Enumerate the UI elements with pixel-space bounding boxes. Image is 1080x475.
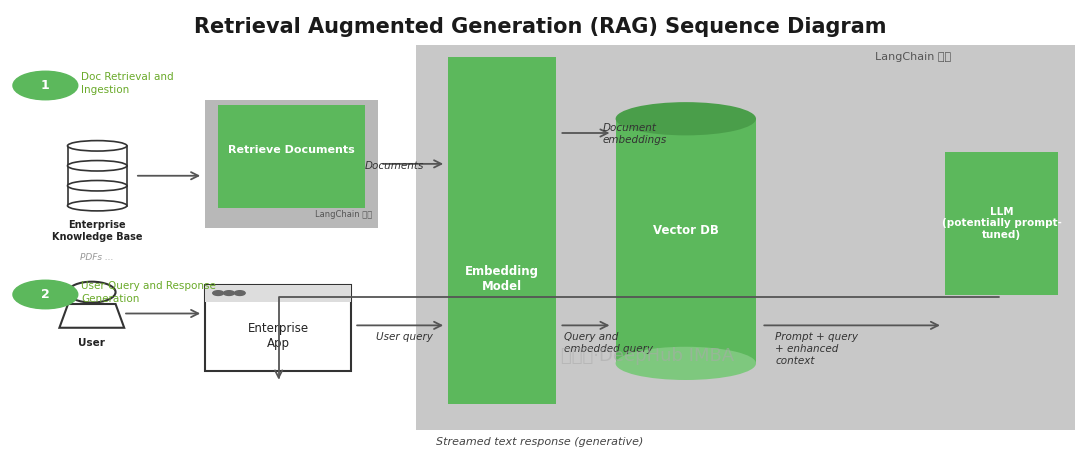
FancyBboxPatch shape	[205, 285, 351, 370]
Ellipse shape	[67, 161, 127, 171]
Text: PDFs ...: PDFs ...	[80, 253, 114, 262]
Text: Enterprise
App: Enterprise App	[247, 322, 309, 350]
Text: User: User	[79, 338, 105, 348]
Text: Enterprise
Knowledge Base: Enterprise Knowledge Base	[52, 220, 143, 241]
Circle shape	[234, 291, 245, 295]
Polygon shape	[616, 119, 756, 363]
FancyBboxPatch shape	[448, 57, 556, 404]
Text: Doc Retrieval and
Ingestion: Doc Retrieval and Ingestion	[81, 72, 174, 95]
Ellipse shape	[67, 141, 127, 151]
Text: Vector DB: Vector DB	[653, 224, 718, 237]
FancyBboxPatch shape	[205, 100, 378, 228]
Ellipse shape	[616, 102, 756, 135]
Text: Retrieval Augmented Generation (RAG) Sequence Diagram: Retrieval Augmented Generation (RAG) Seq…	[193, 17, 887, 37]
Polygon shape	[67, 146, 127, 166]
Text: 公众号·DeepHub IMBA: 公众号·DeepHub IMBA	[562, 347, 734, 365]
Text: LLM
(potentially prompt-
tuned): LLM (potentially prompt- tuned)	[942, 207, 1062, 240]
Circle shape	[224, 291, 234, 295]
Polygon shape	[67, 166, 127, 186]
FancyBboxPatch shape	[416, 45, 1075, 430]
Text: Query and
embedded query: Query and embedded query	[564, 332, 652, 354]
FancyBboxPatch shape	[218, 105, 365, 208]
Text: 1: 1	[41, 79, 50, 92]
Polygon shape	[67, 186, 127, 206]
Circle shape	[13, 71, 78, 100]
Text: Documents: Documents	[365, 161, 423, 171]
Ellipse shape	[616, 347, 756, 380]
Circle shape	[68, 282, 116, 303]
Text: Streamed text response (generative): Streamed text response (generative)	[436, 437, 644, 447]
Text: Embedding
Model: Embedding Model	[465, 265, 539, 293]
Circle shape	[213, 291, 224, 295]
Text: Prompt + query
+ enhanced
context: Prompt + query + enhanced context	[775, 332, 859, 366]
FancyBboxPatch shape	[205, 285, 351, 302]
Ellipse shape	[67, 180, 127, 191]
Text: 2: 2	[41, 288, 50, 301]
Ellipse shape	[67, 200, 127, 211]
Text: LangChain 🦎🔗: LangChain 🦎🔗	[875, 52, 950, 62]
Text: User Query and Response
Generation: User Query and Response Generation	[81, 281, 216, 304]
Text: LangChain 🦎🔗: LangChain 🦎🔗	[315, 210, 373, 219]
Text: User query: User query	[376, 332, 433, 342]
FancyBboxPatch shape	[945, 152, 1058, 294]
Circle shape	[13, 280, 78, 309]
Text: Document
embeddings: Document embeddings	[603, 124, 666, 145]
Text: Retrieve Documents: Retrieve Documents	[228, 144, 355, 155]
Polygon shape	[59, 304, 124, 328]
